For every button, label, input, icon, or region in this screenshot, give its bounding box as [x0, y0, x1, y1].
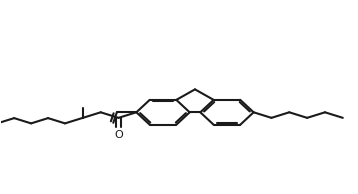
Text: O: O: [114, 130, 123, 139]
